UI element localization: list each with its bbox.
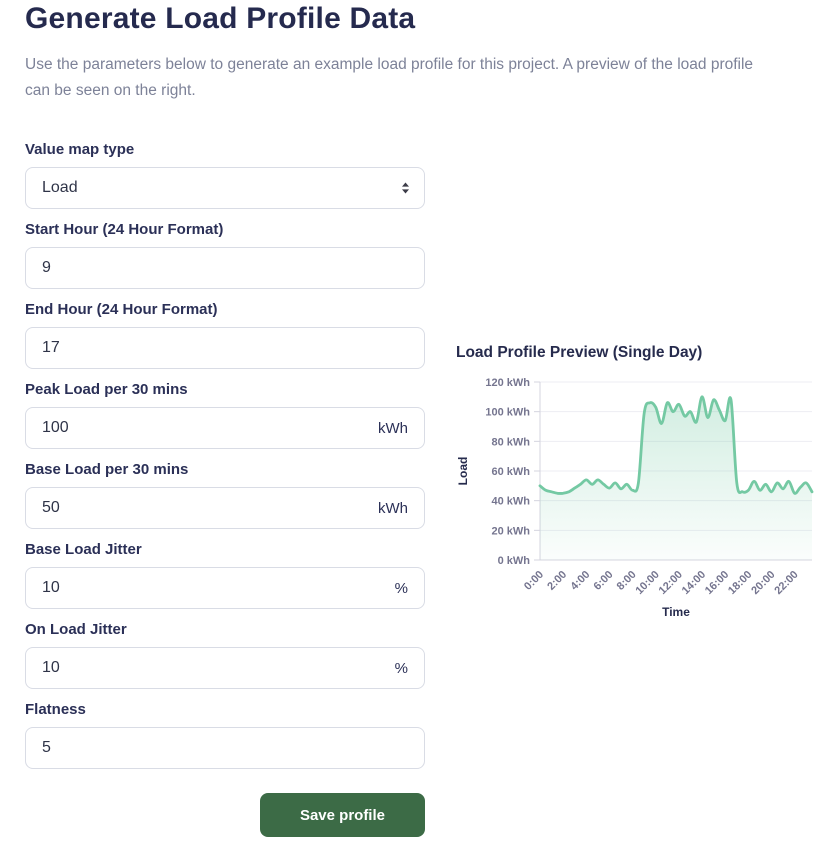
base-load-unit: kWh bbox=[378, 499, 408, 517]
svg-text:14:00: 14:00 bbox=[680, 568, 708, 596]
start-hour-label: Start Hour (24 Hour Format) bbox=[25, 221, 224, 239]
field-start-hour: Start Hour (24 Hour Format) bbox=[25, 219, 425, 290]
svg-text:20:00: 20:00 bbox=[749, 568, 777, 596]
svg-text:0:00: 0:00 bbox=[522, 568, 546, 592]
on-load-jitter-input-wrap: % bbox=[25, 647, 425, 690]
value-map-type-select[interactable]: Load bbox=[25, 167, 425, 210]
svg-text:18:00: 18:00 bbox=[726, 568, 754, 596]
field-value-map-type: Value map type Load bbox=[25, 139, 425, 210]
svg-text:20 kWh: 20 kWh bbox=[491, 525, 530, 537]
svg-text:16:00: 16:00 bbox=[703, 568, 731, 596]
svg-text:40 kWh: 40 kWh bbox=[491, 495, 530, 507]
on-load-jitter-input[interactable] bbox=[42, 659, 387, 678]
field-peak-load: Peak Load per 30 mins kWh bbox=[25, 379, 425, 450]
flatness-input-wrap bbox=[25, 727, 425, 770]
value-map-type-selected: Load bbox=[42, 179, 78, 197]
on-load-jitter-unit: % bbox=[394, 659, 408, 677]
base-load-jitter-input[interactable] bbox=[42, 579, 387, 598]
on-load-jitter-label: On Load Jitter bbox=[25, 621, 127, 639]
field-base-load-jitter: Base Load Jitter % bbox=[25, 539, 425, 610]
svg-text:0 kWh: 0 kWh bbox=[498, 555, 531, 567]
svg-text:80 kWh: 80 kWh bbox=[491, 436, 530, 448]
base-load-jitter-label: Base Load Jitter bbox=[25, 541, 142, 559]
svg-text:120 kWh: 120 kWh bbox=[485, 377, 530, 389]
content-row: Value map type Load Start Hour (24 Hour … bbox=[25, 139, 814, 838]
peak-load-input-wrap: kWh bbox=[25, 407, 425, 450]
base-load-input[interactable] bbox=[42, 499, 370, 518]
chart-title: Load Profile Preview (Single Day) bbox=[456, 343, 703, 361]
svg-text:4:00: 4:00 bbox=[568, 568, 592, 592]
load-profile-form: Value map type Load Start Hour (24 Hour … bbox=[25, 139, 425, 838]
svg-text:60 kWh: 60 kWh bbox=[491, 466, 530, 478]
peak-load-input[interactable] bbox=[42, 419, 370, 438]
svg-text:10:00: 10:00 bbox=[633, 568, 661, 596]
field-on-load-jitter: On Load Jitter % bbox=[25, 619, 425, 690]
field-base-load: Base Load per 30 mins kWh bbox=[25, 459, 425, 530]
load-profile-chart: 0 kWh 20 kWh 40 kWh 60 kWh 80 kWh 100 kWh 120 … bbox=[456, 377, 814, 619]
base-load-jitter-unit: % bbox=[394, 579, 408, 597]
base-load-jitter-input-wrap: % bbox=[25, 567, 425, 610]
peak-load-unit: kWh bbox=[378, 419, 408, 437]
end-hour-input-wrap bbox=[25, 327, 425, 370]
start-hour-input[interactable] bbox=[42, 259, 408, 278]
base-load-label: Base Load per 30 mins bbox=[25, 461, 189, 479]
svg-text:2:00: 2:00 bbox=[545, 568, 569, 592]
svg-text:100 kWh: 100 kWh bbox=[485, 406, 530, 418]
start-hour-input-wrap bbox=[25, 247, 425, 290]
page-description: Use the parameters below to generate an … bbox=[25, 56, 754, 99]
end-hour-label: End Hour (24 Hour Format) bbox=[25, 301, 218, 319]
field-end-hour: End Hour (24 Hour Format) bbox=[25, 299, 425, 370]
svg-text:6:00: 6:00 bbox=[592, 568, 616, 592]
peak-load-label: Peak Load per 30 mins bbox=[25, 381, 188, 399]
page-title: Generate Load Profile Data bbox=[25, 2, 416, 35]
value-map-type-label: Value map type bbox=[25, 141, 135, 159]
end-hour-input[interactable] bbox=[42, 339, 408, 358]
select-caret-icon bbox=[401, 182, 410, 194]
svg-text:Time: Time bbox=[662, 605, 690, 619]
save-profile-button[interactable]: Save profile bbox=[259, 793, 425, 838]
svg-text:22:00: 22:00 bbox=[772, 568, 800, 596]
svg-text:Load: Load bbox=[456, 456, 470, 485]
svg-text:12:00: 12:00 bbox=[657, 568, 685, 596]
button-row: Save profile bbox=[25, 793, 425, 838]
flatness-input[interactable] bbox=[42, 739, 408, 758]
base-load-input-wrap: kWh bbox=[25, 487, 425, 530]
field-flatness: Flatness bbox=[25, 699, 425, 770]
load-profile-preview: Load Profile Preview (Single Day) 0 kWh 2… bbox=[455, 344, 826, 633]
flatness-label: Flatness bbox=[25, 701, 86, 719]
